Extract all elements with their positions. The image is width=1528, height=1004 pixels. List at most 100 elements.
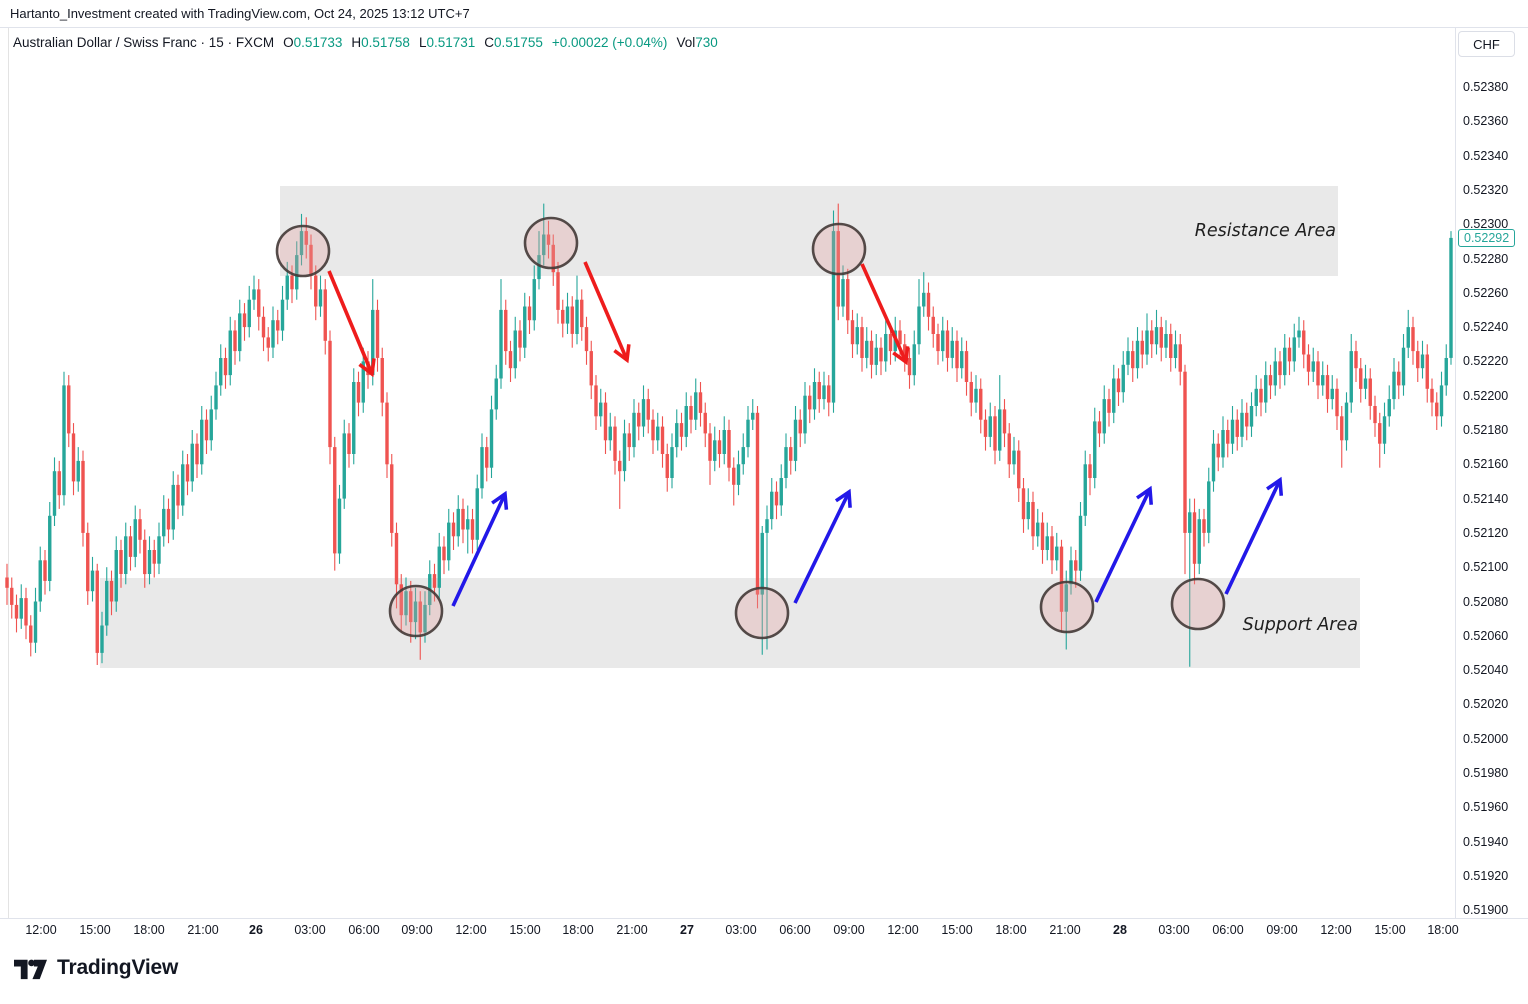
price-tick-label: 0.52040 xyxy=(1463,663,1509,677)
candle-body xyxy=(105,580,109,626)
candle-body xyxy=(1040,522,1045,550)
candle-body xyxy=(751,412,755,420)
candle-body xyxy=(409,591,413,623)
candle-body xyxy=(1249,406,1254,427)
tradingview-logo[interactable]: TradingView xyxy=(14,956,178,980)
time-tick-label: 09:00 xyxy=(1266,923,1298,937)
candle-body xyxy=(124,536,128,574)
candle-body xyxy=(907,358,912,376)
up-arrow[interactable] xyxy=(1224,476,1284,595)
down-arrow[interactable] xyxy=(327,270,376,378)
candle-body xyxy=(1273,361,1277,386)
candle-body xyxy=(1435,402,1439,417)
up-arrow[interactable] xyxy=(1094,485,1153,603)
high-value: 0.51758 xyxy=(361,35,410,50)
candle-body xyxy=(48,515,52,581)
candle-body xyxy=(1173,344,1178,358)
candlestick-series xyxy=(5,203,1453,667)
candle-body xyxy=(1430,388,1434,403)
candle-body xyxy=(594,385,598,417)
candle-body xyxy=(271,320,275,348)
candle-body xyxy=(1292,337,1296,362)
time-tick-label: 18:00 xyxy=(133,923,165,937)
candle-body xyxy=(157,536,161,564)
low-value: 0.51731 xyxy=(426,35,476,50)
sr-zones[interactable] xyxy=(100,186,1360,668)
candle-body xyxy=(314,275,318,307)
candle-body xyxy=(1017,450,1021,489)
candle-body xyxy=(342,433,346,499)
candle-body xyxy=(508,351,513,369)
candle-body xyxy=(822,385,826,400)
candle-body xyxy=(418,601,422,633)
candle-body xyxy=(423,604,427,633)
candle-body xyxy=(755,412,760,595)
candle-body xyxy=(869,340,874,365)
candle-body xyxy=(352,382,356,454)
close-label: C xyxy=(484,35,495,50)
candle-body xyxy=(95,570,99,653)
candle-body xyxy=(1235,419,1239,437)
candle-body xyxy=(608,426,612,441)
candle-body xyxy=(100,625,104,653)
candle-body xyxy=(1425,354,1429,389)
candle-body xyxy=(675,423,679,448)
symbol-legend[interactable]: Australian Dollar / Swiss Franc · 15 · F… xyxy=(13,35,718,50)
candle-body xyxy=(1254,388,1258,406)
support-zone[interactable] xyxy=(100,578,1360,668)
resistance-zone[interactable] xyxy=(280,186,1338,276)
candle-body xyxy=(736,464,741,485)
time-tick-label: 06:00 xyxy=(779,923,811,937)
chart-canvas[interactable] xyxy=(0,0,1455,918)
candle-body xyxy=(385,402,389,465)
candle-body xyxy=(1112,378,1116,413)
candle-body xyxy=(1211,443,1216,482)
candle-body xyxy=(589,351,593,386)
support-touch-2[interactable] xyxy=(734,586,790,640)
candle-body xyxy=(228,330,232,376)
close-value: 0.51755 xyxy=(494,35,543,50)
candle-body xyxy=(447,522,451,561)
candle-body xyxy=(1226,430,1230,444)
down-arrow[interactable] xyxy=(583,261,631,364)
resistance-touch-3[interactable] xyxy=(811,222,867,276)
candle-body xyxy=(789,447,793,461)
currency-button[interactable]: CHF xyxy=(1458,31,1515,57)
candle-body xyxy=(993,416,997,451)
candle-body xyxy=(865,340,869,358)
resistance-touch-2[interactable] xyxy=(523,216,579,270)
down-arrow[interactable] xyxy=(860,263,910,366)
candle-body xyxy=(19,598,23,619)
candle-body xyxy=(955,340,959,369)
up-arrow[interactable] xyxy=(451,490,509,607)
touch-point-circles[interactable] xyxy=(275,216,1226,640)
support-touch-1[interactable] xyxy=(388,584,444,638)
support-touch-3[interactable] xyxy=(1039,580,1095,634)
time-tick-label: 12:00 xyxy=(887,923,919,937)
candle-body xyxy=(1344,402,1349,441)
candle-body xyxy=(998,409,1002,451)
resistance-touch-1[interactable] xyxy=(275,224,331,278)
candle-body xyxy=(1287,347,1292,362)
time-tick-label: 15:00 xyxy=(1374,923,1406,937)
candle-body xyxy=(950,340,954,358)
candle-body xyxy=(280,299,285,331)
time-tick-label: 12:00 xyxy=(455,923,487,937)
up-arrow[interactable] xyxy=(793,488,852,604)
candle-body xyxy=(14,604,19,619)
candle-body xyxy=(181,464,185,506)
candle-body xyxy=(879,347,883,362)
support-touch-4[interactable] xyxy=(1170,577,1226,631)
header-separator xyxy=(0,27,1528,28)
time-tick-label: 21:00 xyxy=(187,923,219,937)
attribution-text: Hartanto_Investment created with Trading… xyxy=(10,6,470,21)
candle-body xyxy=(1392,371,1396,400)
candle-body xyxy=(485,447,489,468)
time-tick-label: 18:00 xyxy=(1427,923,1459,937)
trend-arrows[interactable] xyxy=(327,261,1284,607)
candle-body xyxy=(138,519,142,540)
candle-body xyxy=(983,419,988,437)
candle-body xyxy=(599,402,603,417)
time-tick-label: 15:00 xyxy=(79,923,111,937)
candle-body xyxy=(371,309,375,376)
